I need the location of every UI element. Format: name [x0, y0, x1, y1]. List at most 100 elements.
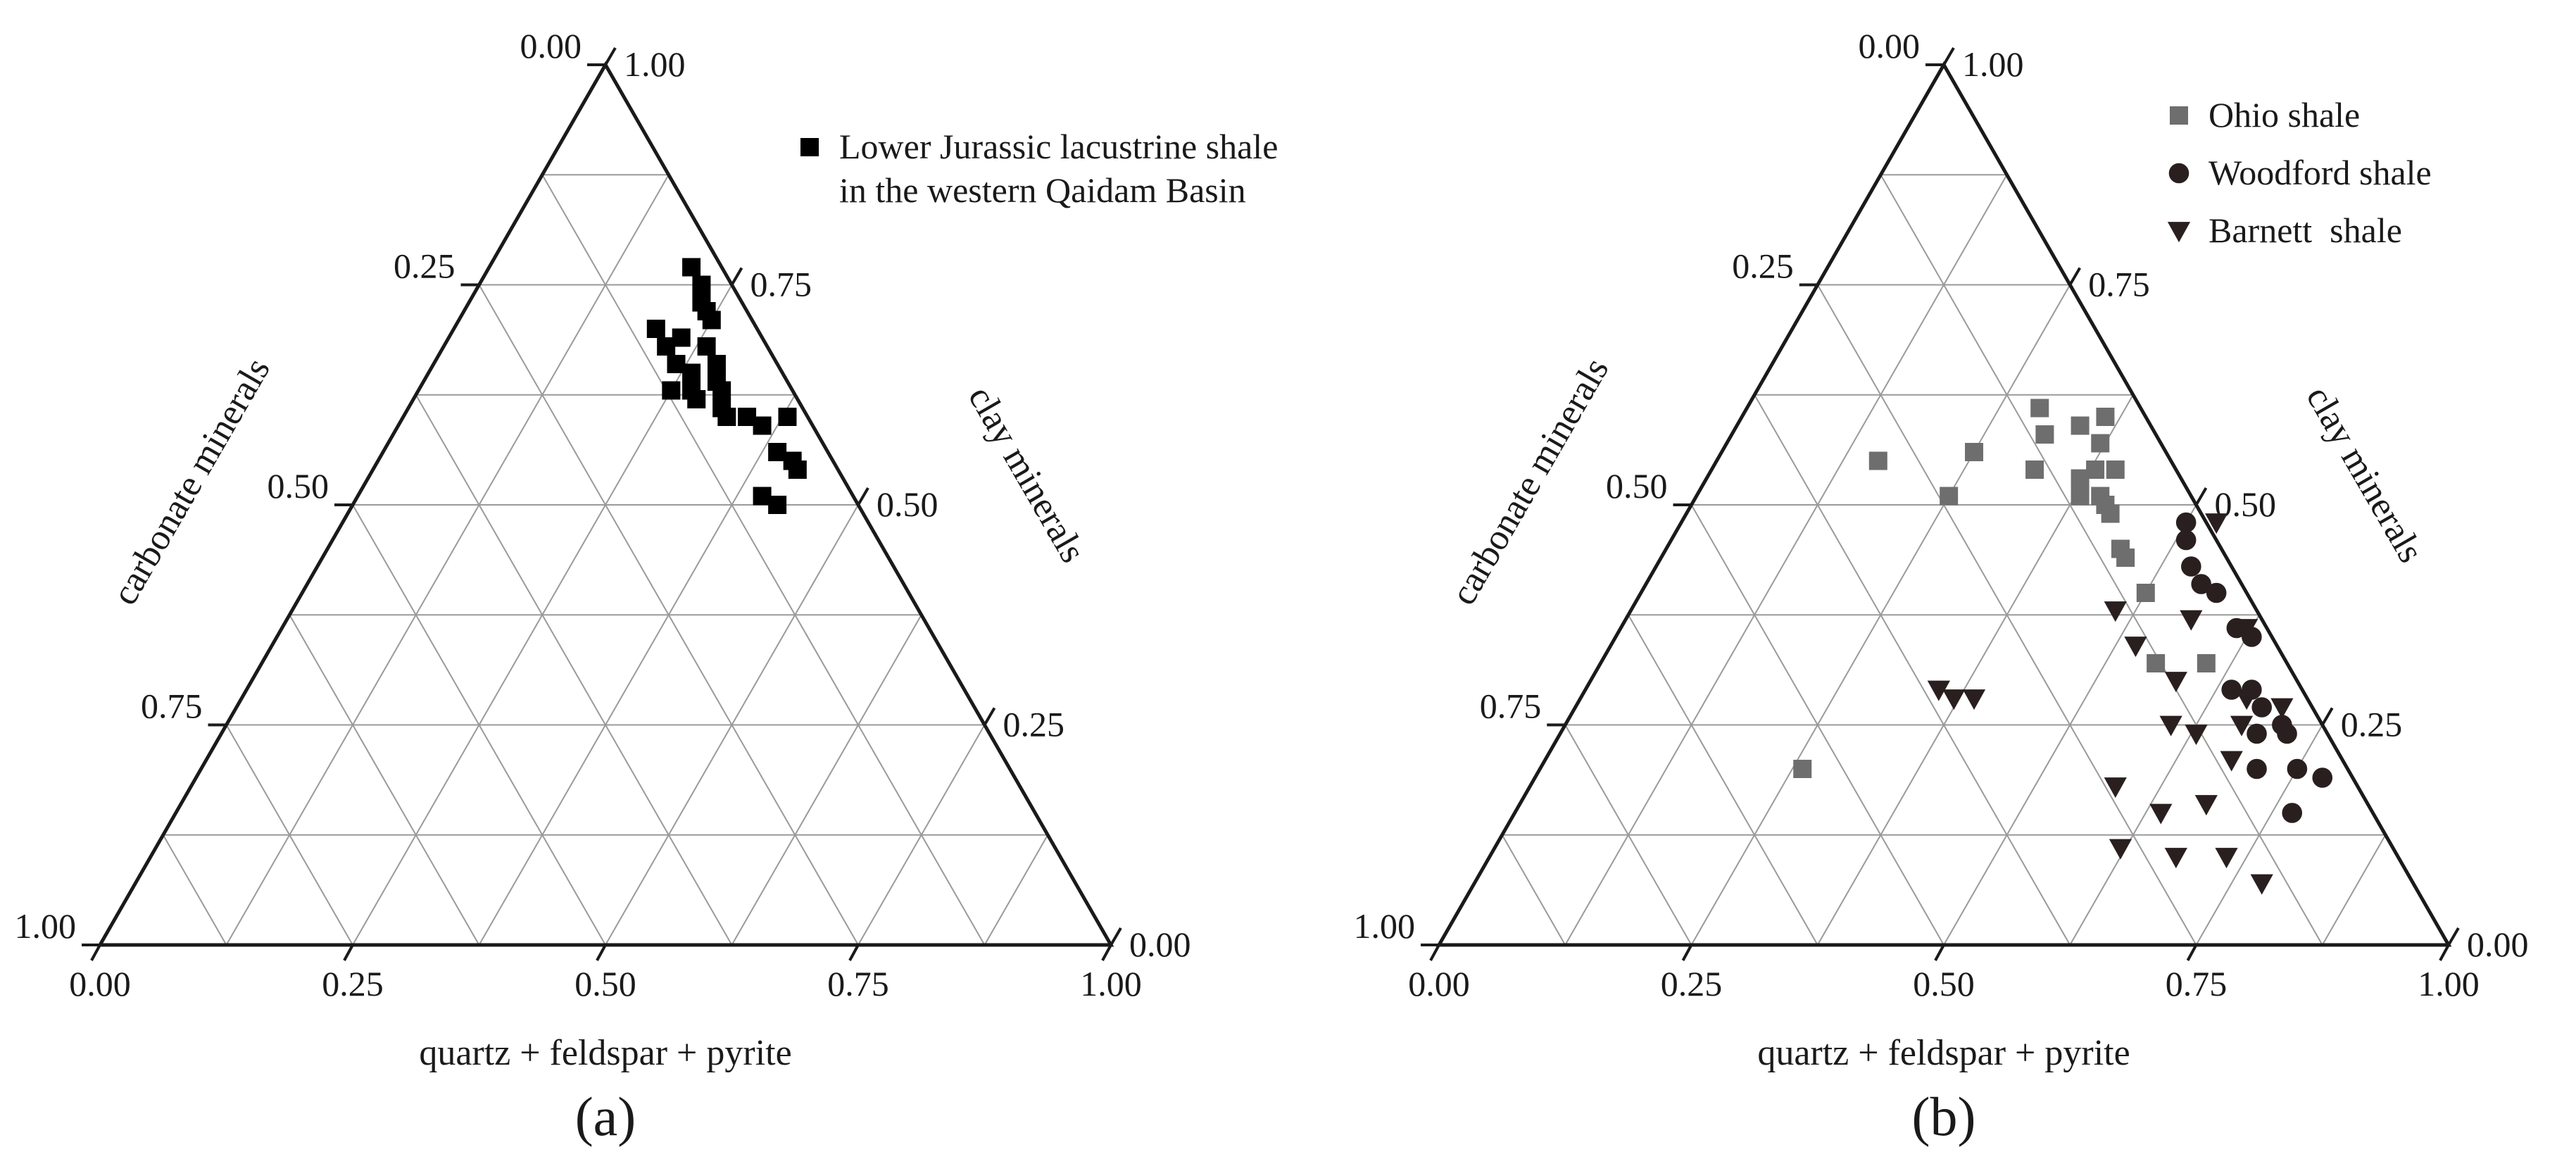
left-tick-label: 0.75 [141, 687, 203, 726]
right-tick [2447, 927, 2460, 946]
data-point [2136, 584, 2155, 602]
data-point [2159, 715, 2182, 737]
data-point [692, 275, 711, 294]
right-tick [857, 487, 869, 506]
data-point [2282, 803, 2303, 823]
data-point [2124, 637, 2147, 658]
data-point [2251, 697, 2273, 718]
data-point [2030, 399, 2049, 418]
data-point [2035, 425, 2054, 444]
bottom-tick-label: 0.25 [322, 964, 384, 1003]
data-point [717, 408, 736, 426]
bottom-tick-label: 0.75 [827, 964, 889, 1003]
panel-label: (a) [575, 1086, 636, 1147]
right-axis-title: clay minerals [960, 380, 1093, 570]
data-point [2250, 874, 2273, 895]
right-tick [1942, 46, 1955, 66]
left-tick-label: 1.00 [1354, 906, 1416, 946]
data-point [2185, 725, 2208, 746]
data-point [2109, 839, 2132, 860]
series-square [646, 258, 807, 514]
bottom-tick [596, 944, 607, 961]
data-point [778, 408, 797, 426]
series-square [1793, 399, 2216, 778]
left-axis-title: carbonate minerals [104, 351, 277, 612]
left-tick-label: 0.50 [1606, 466, 1668, 506]
data-point [1942, 689, 1966, 710]
series-triangle-down [1927, 513, 2294, 895]
left-tick-label: 0.00 [520, 26, 582, 65]
data-point [2086, 461, 2105, 479]
bottom-tick [2439, 944, 2450, 961]
legend-label: in the western Qaidam Basin [839, 170, 1246, 210]
legend-marker [2170, 106, 2188, 125]
data-point [2235, 689, 2258, 710]
bottom-tick-label: 0.25 [1661, 964, 1723, 1003]
data-point [707, 355, 726, 373]
grid-line [478, 394, 796, 946]
bottom-tick [343, 944, 354, 961]
bottom-axis-title: quartz + feldspar + pyrite [419, 1033, 791, 1073]
data-point [682, 363, 701, 382]
right-tick [1110, 927, 1122, 946]
data-point [662, 381, 681, 400]
data-point [2175, 530, 2197, 551]
grid [1501, 174, 2387, 946]
data-point [682, 258, 701, 277]
grid-line [1501, 834, 1566, 946]
legend-label: Woodford shale [2209, 153, 2432, 192]
grid-line [731, 614, 922, 946]
bottom-tick-label: 0.75 [2166, 964, 2228, 1003]
right-axis-title: clay minerals [2298, 380, 2431, 570]
grid-line [1564, 174, 2008, 946]
right-tick [604, 46, 617, 66]
grid [162, 174, 1049, 946]
panel-a: 0.000.00 1.000.250.25 0.750.500.50 0.500.75… [15, 26, 1278, 1147]
right-tick [983, 707, 996, 726]
data-point [2221, 679, 2242, 700]
bottom-tick-label: 1.00 [2418, 964, 2480, 1003]
grid-line [1754, 394, 2071, 946]
grid-line [225, 174, 670, 946]
grid-line [984, 834, 1049, 946]
bottom-tick [848, 944, 860, 961]
grid-line [2321, 834, 2387, 946]
data-point [2106, 461, 2125, 479]
data-point [768, 496, 787, 514]
grid-line [2069, 614, 2260, 946]
data-point [2197, 654, 2216, 672]
data-point [2149, 803, 2173, 825]
legend-label: Ohio shale [2209, 95, 2360, 134]
data-point [2025, 461, 2044, 479]
legend: Ohio shale Woodford shale Barnett shale [2167, 95, 2432, 250]
data-point [2215, 848, 2238, 869]
right-tick [730, 267, 743, 286]
data-point [788, 461, 807, 479]
right-tick [2321, 707, 2334, 726]
data-point [2091, 434, 2110, 453]
data-point [2220, 751, 2243, 772]
panel-b: 0.000.00 1.000.250.25 0.750.500.50 0.500.75… [1354, 26, 2529, 1147]
right-tick [2068, 267, 2081, 286]
data-point [2247, 758, 2267, 779]
grid-line [1943, 504, 2197, 946]
grid-line [225, 725, 353, 946]
grid-line [605, 504, 859, 946]
right-tick-label: 0.25 [1003, 705, 1065, 744]
right-tick-label: 1.00 [624, 44, 686, 84]
bottom-tick-label: 0.50 [1913, 964, 1975, 1003]
bottom-tick [1101, 944, 1112, 961]
left-axis-title: carbonate minerals [1443, 351, 1616, 612]
data-point [2247, 723, 2267, 744]
left-tick-label: 0.75 [1480, 687, 1542, 726]
left-tick-label: 0.25 [394, 246, 455, 286]
left-tick-label: 0.50 [268, 466, 329, 506]
data-point [712, 381, 731, 400]
data-point [2205, 513, 2228, 534]
grid-line [415, 394, 733, 946]
ticks: 0.000.00 1.000.250.25 0.750.500.50 0.500.75… [15, 26, 1191, 1003]
data-point [1962, 689, 1986, 710]
grid-line [1628, 614, 1818, 946]
series-circle [2175, 512, 2333, 823]
